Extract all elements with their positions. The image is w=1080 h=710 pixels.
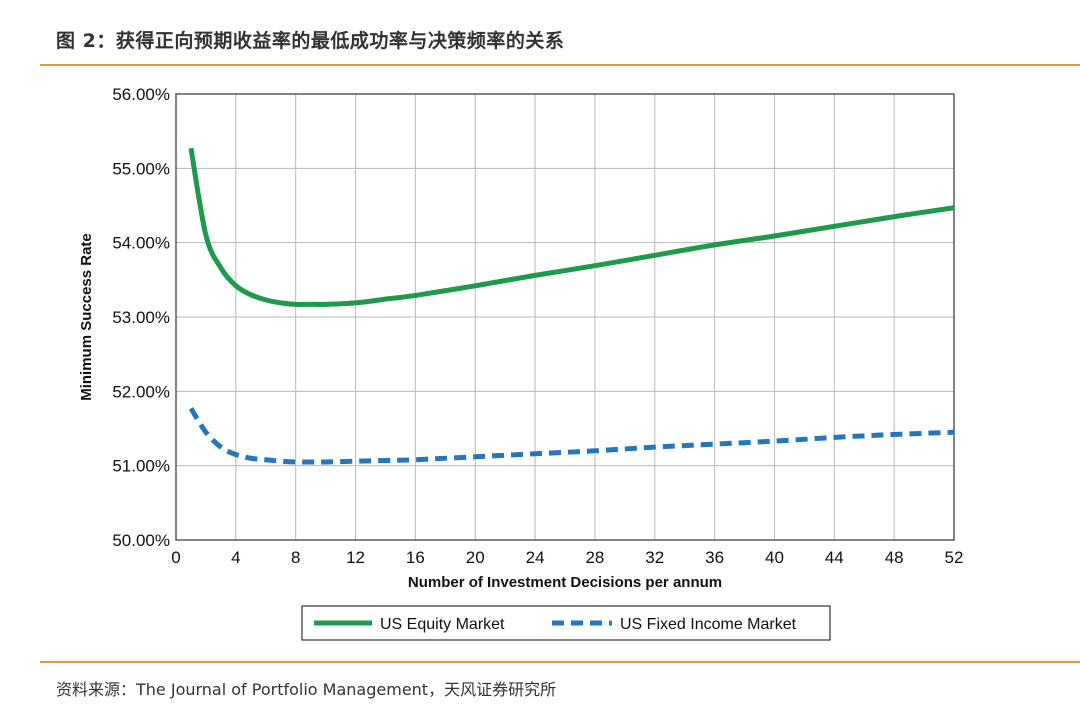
x-tick-label: 12 bbox=[346, 548, 365, 567]
y-axis-title: Minimum Success Rate bbox=[78, 233, 95, 401]
x-tick-label: 48 bbox=[885, 548, 904, 567]
x-tick-label: 20 bbox=[466, 548, 485, 567]
x-tick-label: 32 bbox=[645, 548, 664, 567]
y-tick-label: 53.00% bbox=[112, 308, 170, 327]
x-tick-label: 8 bbox=[291, 548, 300, 567]
figure-title: 图 2：获得正向预期收益率的最低成功率与决策频率的关系 bbox=[56, 30, 565, 52]
x-tick-label: 24 bbox=[526, 548, 545, 567]
y-tick-label: 50.00% bbox=[112, 531, 170, 550]
legend-label-fixed-income: US Fixed Income Market bbox=[620, 616, 797, 633]
legend-box bbox=[301, 605, 831, 641]
x-tick-label: 16 bbox=[406, 548, 425, 567]
x-tick-label: 36 bbox=[705, 548, 724, 567]
y-tick-label: 56.00% bbox=[112, 85, 170, 104]
series-line-fixed-income bbox=[188, 407, 955, 465]
x-tick-label: 40 bbox=[765, 548, 784, 567]
top-rule bbox=[40, 64, 1080, 66]
legend: US Equity Market US Fixed Income Market bbox=[301, 605, 831, 641]
x-tick-labels: 0 4 8 12 16 20 24 28 32 36 40 44 48 52 bbox=[171, 548, 963, 567]
x-axis-title: Number of Investment Decisions per annum bbox=[408, 574, 722, 591]
y-tick-label: 55.00% bbox=[112, 159, 170, 178]
x-tick-label: 0 bbox=[171, 548, 180, 567]
y-tick-label: 52.00% bbox=[112, 382, 170, 401]
line-chart: 50.00% 51.00% 52.00% 53.00% 54.00% 55.00% 56.0… bbox=[78, 85, 963, 641]
bottom-rule bbox=[40, 661, 1080, 663]
y-tick-label: 54.00% bbox=[112, 234, 170, 253]
grid-lines bbox=[175, 93, 955, 541]
source-note: 资料来源：The Journal of Portfolio Management… bbox=[56, 680, 557, 699]
legend-label-equity: US Equity Market bbox=[380, 616, 505, 633]
series-line-equity bbox=[188, 147, 955, 307]
y-tick-labels: 50.00% 51.00% 52.00% 53.00% 54.00% 55.00% 56.0… bbox=[112, 85, 170, 550]
y-tick-label: 51.00% bbox=[112, 457, 170, 476]
series-layer bbox=[188, 147, 955, 465]
x-tick-label: 4 bbox=[231, 548, 240, 567]
x-tick-label: 44 bbox=[825, 548, 844, 567]
x-tick-label: 52 bbox=[945, 548, 964, 567]
plot-frame bbox=[175, 93, 955, 541]
x-tick-label: 28 bbox=[585, 548, 604, 567]
